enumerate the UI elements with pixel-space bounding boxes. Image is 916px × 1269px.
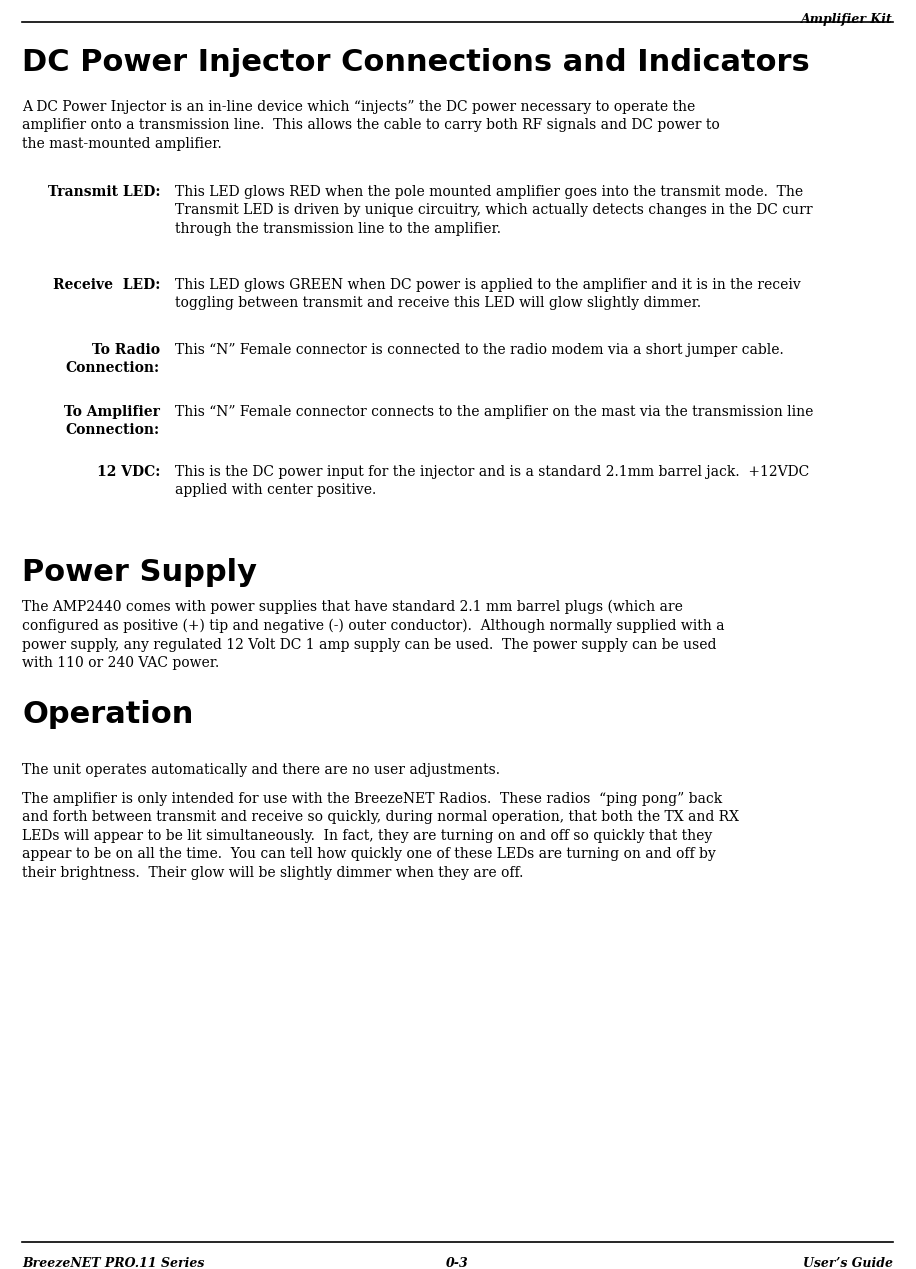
Text: Receive  LED:: Receive LED:: [52, 278, 160, 292]
Text: To Radio
Connection:: To Radio Connection:: [66, 343, 160, 376]
Text: This “N” Female connector connects to the amplifier on the mast via the transmis: This “N” Female connector connects to th…: [175, 405, 813, 419]
Text: This LED glows RED when the pole mounted amplifier goes into the transmit mode. : This LED glows RED when the pole mounted…: [175, 185, 812, 236]
Text: This is the DC power input for the injector and is a standard 2.1mm barrel jack.: This is the DC power input for the injec…: [175, 464, 809, 497]
Text: Amplifier Kit: Amplifier Kit: [802, 13, 893, 25]
Text: A DC Power Injector is an in-line device which “injects” the DC power necessary : A DC Power Injector is an in-line device…: [22, 100, 720, 151]
Text: DC Power Injector Connections and Indicators: DC Power Injector Connections and Indica…: [22, 48, 810, 77]
Text: This LED glows GREEN when DC power is applied to the amplifier and it is in the : This LED glows GREEN when DC power is ap…: [175, 278, 801, 311]
Text: Operation: Operation: [22, 700, 193, 728]
Text: 12 VDC:: 12 VDC:: [96, 464, 160, 478]
Text: To Amplifier
Connection:: To Amplifier Connection:: [64, 405, 160, 438]
Text: 0-3: 0-3: [446, 1258, 469, 1269]
Text: The unit operates automatically and there are no user adjustments.: The unit operates automatically and ther…: [22, 763, 500, 777]
Text: The AMP2440 comes with power supplies that have standard 2.1 mm barrel plugs (wh: The AMP2440 comes with power supplies th…: [22, 600, 725, 670]
Text: Power Supply: Power Supply: [22, 558, 257, 588]
Text: The amplifier is only intended for use with the BreezeNET Radios.  These radios : The amplifier is only intended for use w…: [22, 792, 739, 879]
Text: Transmit LED:: Transmit LED:: [48, 185, 160, 199]
Text: BreezeNET PRO.11 Series: BreezeNET PRO.11 Series: [22, 1258, 204, 1269]
Text: User’s Guide: User’s Guide: [803, 1258, 893, 1269]
Text: This “N” Female connector is connected to the radio modem via a short jumper cab: This “N” Female connector is connected t…: [175, 343, 784, 357]
